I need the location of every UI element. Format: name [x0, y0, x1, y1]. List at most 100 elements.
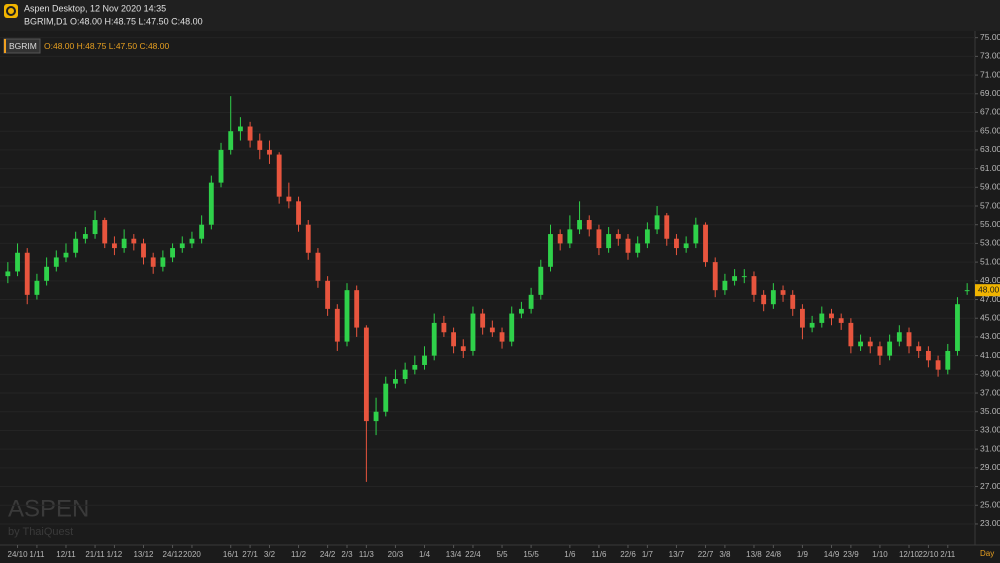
candle-body	[150, 257, 156, 267]
candle-body	[577, 220, 582, 230]
price-marker-box	[975, 284, 1000, 297]
candle-body	[635, 243, 641, 253]
x-tick-label: 13/8	[746, 550, 762, 559]
candle-body	[73, 238, 79, 253]
candle-body	[800, 308, 805, 328]
x-tick-label: 3/2	[264, 550, 276, 559]
candle-body	[925, 350, 931, 361]
y-tick-label: 39.00	[980, 369, 1000, 379]
x-tick-label: 5/5	[496, 550, 508, 559]
candle-body	[63, 252, 69, 258]
candle-body	[296, 201, 301, 225]
y-tick-label: 51.00	[980, 256, 1000, 266]
y-tick-label: 35.00	[980, 406, 1000, 416]
app-icon-glyph	[6, 6, 16, 16]
candle-body	[674, 238, 679, 249]
candle-body	[712, 262, 718, 291]
y-tick-label: 43.00	[980, 331, 1000, 341]
x-tick-label: 1/11	[29, 550, 45, 559]
candle-body	[412, 364, 418, 370]
candle-body	[53, 257, 59, 267]
candle-body	[848, 322, 854, 347]
y-tick-label: 29.00	[980, 462, 1000, 472]
x-tick-label: 2/11	[940, 550, 956, 559]
candle-body	[373, 411, 379, 422]
candle-body	[499, 332, 505, 342]
y-tick-label: 23.00	[980, 518, 1000, 528]
x-tick-label: 24/12	[163, 550, 184, 559]
candle-body	[644, 229, 650, 244]
x-tick-label: 2020	[183, 550, 201, 559]
x-tick-label: 12/11	[56, 550, 76, 559]
candle-body	[732, 276, 738, 281]
candle-body	[247, 126, 253, 141]
candle-body	[480, 313, 486, 328]
price-marker-label: 48.00	[978, 284, 1000, 294]
x-tick-label: 22/6	[620, 550, 636, 559]
candle-body	[528, 294, 534, 309]
candle-body	[741, 276, 747, 278]
candle-body	[625, 238, 631, 253]
y-tick-label: 25.00	[980, 500, 1000, 510]
x-tick-label: 14/9	[824, 550, 840, 559]
x-tick-label: 13/12	[133, 550, 154, 559]
y-tick-label: 69.00	[980, 88, 1000, 98]
candle-body	[305, 224, 311, 253]
candle-body	[693, 224, 699, 244]
candle-body	[945, 350, 951, 370]
candle-body	[121, 238, 127, 249]
candle-body	[344, 290, 350, 342]
x-tick-label: 22/4	[465, 550, 481, 559]
candle-body	[654, 215, 660, 230]
candle-body	[422, 355, 427, 365]
candle-body	[24, 252, 30, 295]
candle-body	[896, 332, 902, 342]
x-tick-label: 24/10	[8, 550, 29, 559]
y-tick-label: 49.00	[980, 275, 1000, 285]
candle-body	[867, 341, 873, 347]
candle-body	[179, 243, 185, 249]
y-tick-label: 67.00	[980, 107, 1000, 117]
x-tick-label: 16/1	[223, 550, 239, 559]
y-tick-label: 45.00	[980, 312, 1000, 322]
candle-body	[557, 234, 563, 244]
candle-body	[441, 322, 447, 333]
candle-body	[751, 276, 757, 295]
header-bar	[0, 0, 1000, 31]
candle-body	[102, 220, 108, 244]
y-tick-label: 71.00	[980, 69, 1000, 79]
x-tick-label: 1/10	[872, 550, 888, 559]
y-tick-label: 27.00	[980, 481, 1000, 491]
candle-body	[131, 238, 137, 244]
candle-body	[451, 332, 457, 347]
y-tick-label: 41.00	[980, 350, 1000, 360]
candle-body	[596, 229, 602, 249]
x-tick-label: 20/3	[388, 550, 404, 559]
candle-body	[964, 290, 970, 292]
x-tick-label: 22/7	[698, 550, 714, 559]
candle-body	[334, 308, 340, 342]
x-tick-label: 12/10	[899, 550, 920, 559]
candle-body	[877, 346, 883, 356]
candle-body	[170, 248, 175, 258]
candle-body	[615, 234, 621, 239]
y-tick-label: 63.00	[980, 144, 1000, 154]
candle-body	[780, 290, 786, 295]
candle-body	[315, 252, 321, 281]
y-tick-label: 65.00	[980, 125, 1000, 135]
candle-body	[906, 332, 912, 347]
candle-body	[92, 220, 98, 235]
x-tick-label: 13/7	[669, 550, 685, 559]
x-tick-label: 1/4	[419, 550, 431, 559]
watermark-brand: ASPEN	[8, 495, 89, 522]
y-tick-label: 75.00	[980, 32, 1000, 42]
y-tick-label: 31.00	[980, 443, 1000, 453]
y-tick-label: 59.00	[980, 182, 1000, 192]
candle-body	[664, 215, 670, 239]
candle-body	[286, 196, 292, 202]
candle-body	[257, 140, 263, 150]
candle-body	[703, 224, 708, 263]
candle-body	[228, 131, 234, 150]
candle-body	[199, 224, 205, 239]
